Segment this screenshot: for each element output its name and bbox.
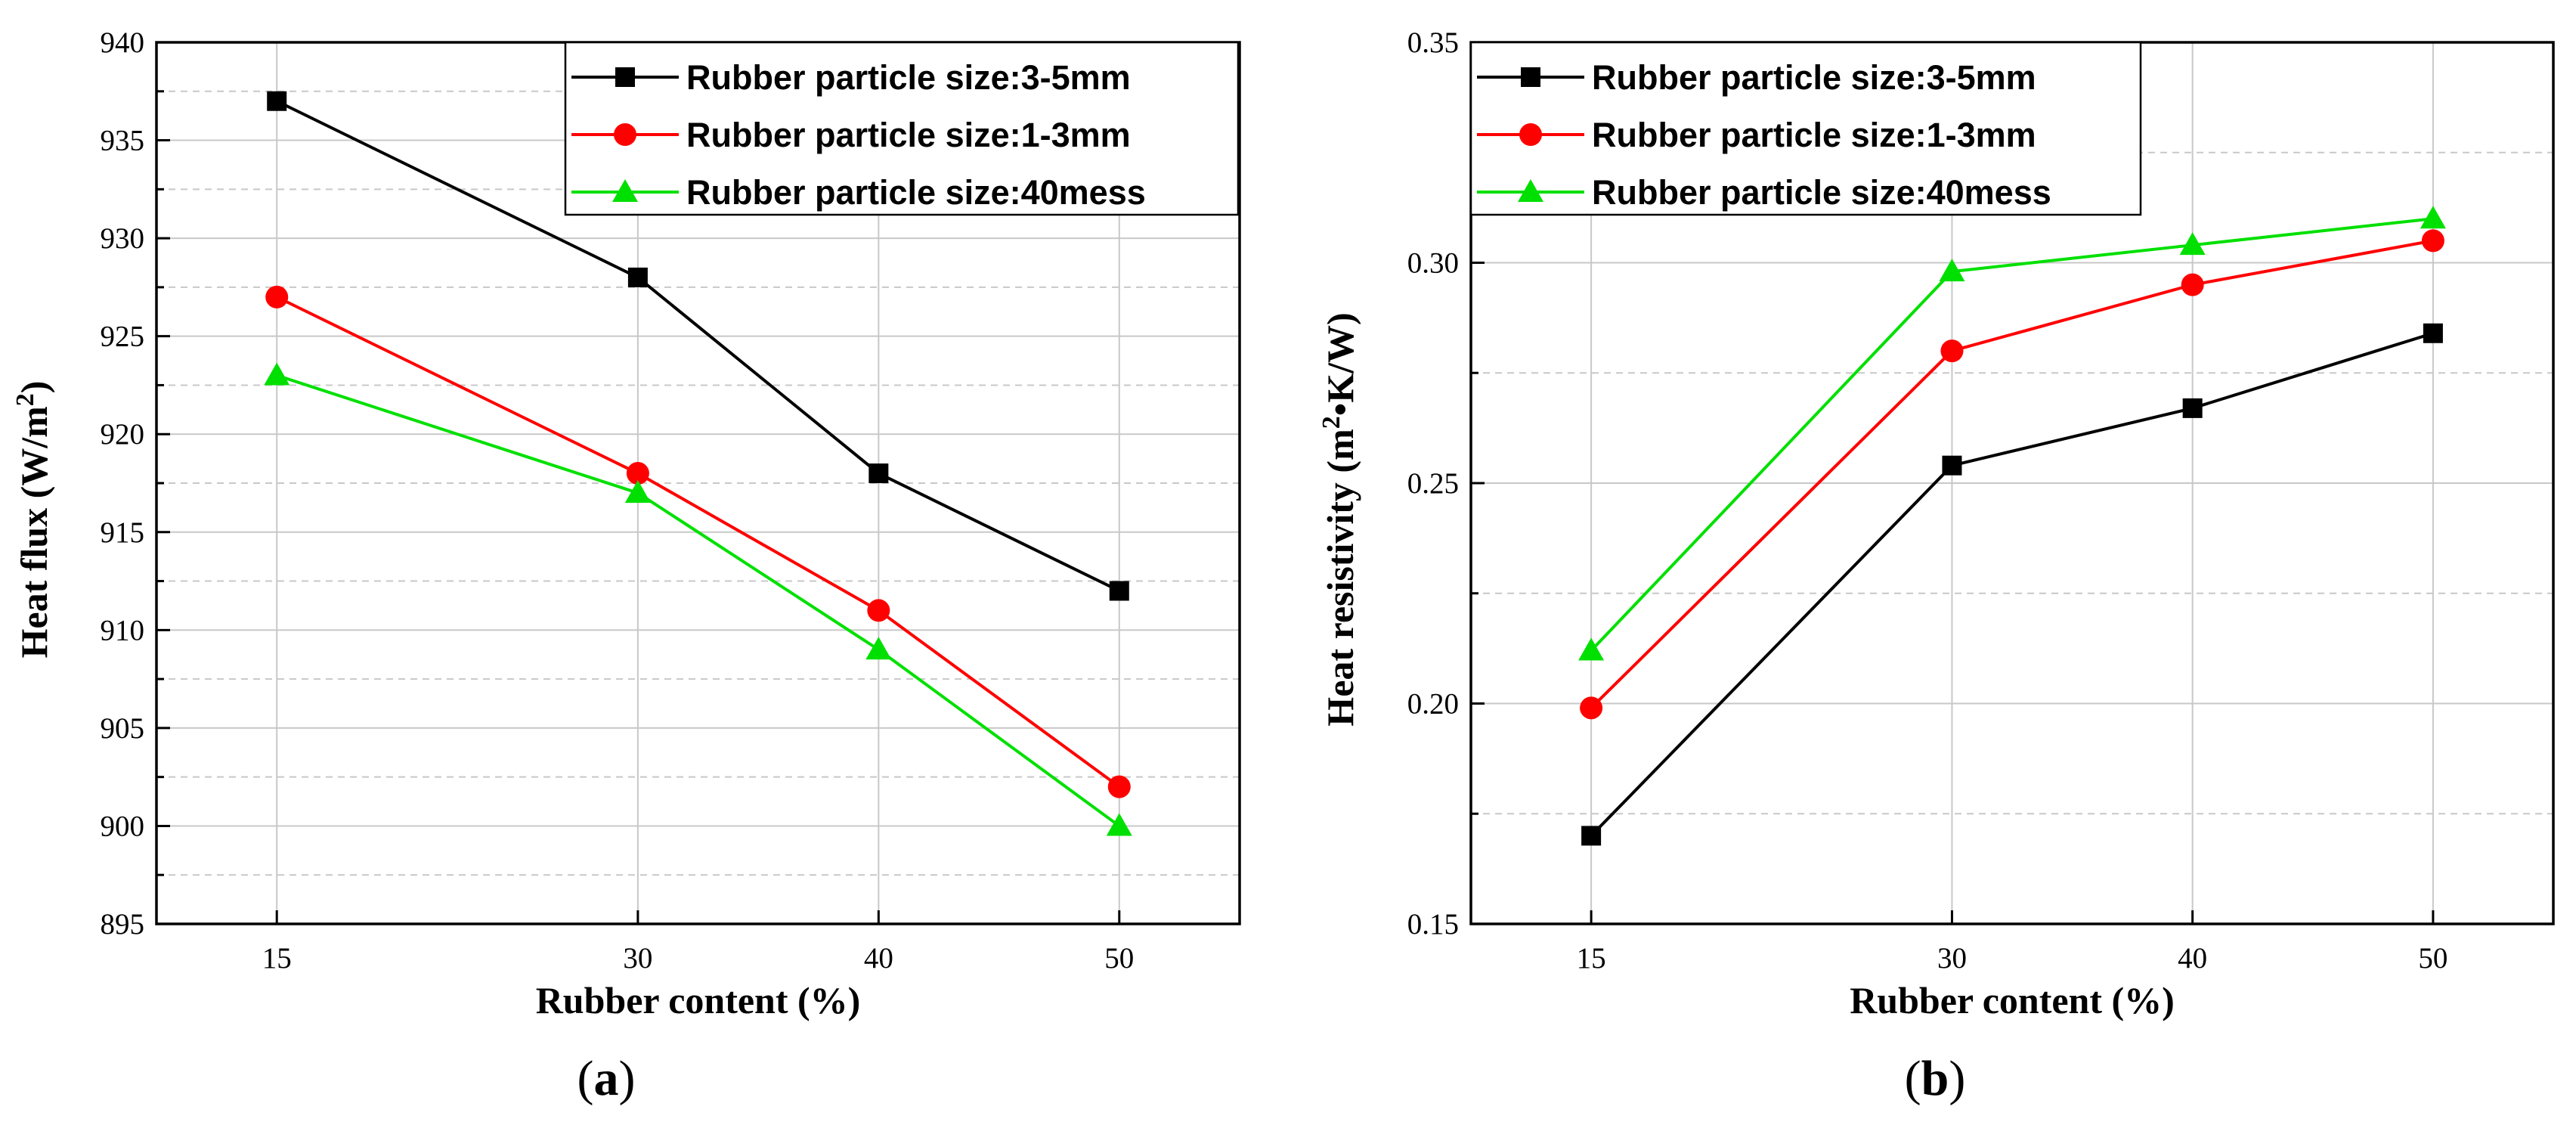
- y-tick-label: 895: [101, 908, 145, 941]
- caption-close-paren: ): [619, 1051, 636, 1106]
- data-point: [1940, 339, 1964, 363]
- data-point: [2182, 398, 2203, 418]
- x-tick-label: 30: [623, 942, 652, 975]
- x-tick-label: 15: [1577, 942, 1606, 975]
- y-tick-label: 935: [101, 125, 145, 157]
- series-line: [276, 99, 1120, 593]
- series-line: [276, 373, 1120, 828]
- x-tick-label: 15: [262, 942, 292, 975]
- caption-open-paren: (: [1905, 1051, 1921, 1106]
- data-point: [2420, 206, 2446, 229]
- data-point: [1578, 637, 1605, 661]
- y-tick-label: 0.35: [1407, 26, 1459, 59]
- series-line: [1590, 239, 2434, 709]
- y-axis-title-superscript: 2: [11, 393, 39, 406]
- y-tick-label: 910: [101, 614, 145, 646]
- y-axis-title: Heat flux (W/m2): [11, 381, 56, 659]
- legend-box: [1469, 41, 2142, 216]
- legend-label: Rubber particle size:3-5mm: [1592, 58, 2036, 97]
- y-tick-label: 0.20: [1407, 688, 1459, 721]
- data-point: [265, 285, 289, 308]
- data-point: [1109, 581, 1129, 601]
- y-tick-label: 0.15: [1407, 908, 1459, 941]
- series-2: [265, 285, 1131, 798]
- y-tick-label: 900: [101, 810, 145, 842]
- series-line: [276, 296, 1120, 789]
- x-tick-label: 50: [1104, 942, 1134, 975]
- y-tick-label: 940: [101, 26, 145, 59]
- y-axis-title-main: Heat resistivity (m: [1319, 429, 1361, 726]
- data-point: [264, 362, 290, 386]
- data-point: [1581, 826, 1602, 846]
- data-point: [867, 599, 890, 622]
- data-point: [2179, 232, 2206, 256]
- y-axis-title-main: Heat flux (W/m: [13, 406, 55, 658]
- data-point: [2423, 323, 2443, 343]
- x-tick-label: 50: [2418, 942, 2448, 975]
- series-line: [1590, 217, 2434, 652]
- series-line: [1590, 331, 2434, 837]
- data-point: [1939, 259, 1965, 282]
- y-tick-label: 0.25: [1407, 467, 1459, 500]
- series-2: [1580, 229, 2444, 720]
- legend-marker: [612, 179, 638, 202]
- panel-caption: (a): [577, 1051, 636, 1106]
- chart-panel-a: 895 900 905 910 915 920 925 930 935 940 15 30 40 50 Ru…: [11, 26, 1241, 1106]
- data-point: [1580, 696, 1603, 720]
- series-3: [264, 362, 1132, 836]
- data-point: [1107, 775, 1131, 798]
- legend-label: Rubber particle size:1-3mm: [686, 116, 1131, 154]
- panel-caption: (b): [1905, 1051, 1966, 1106]
- data-point: [1942, 455, 1962, 476]
- x-tick-label: 40: [864, 942, 893, 975]
- legend-marker: [1518, 179, 1543, 202]
- legend: Rubber particle size:3-5mm Rubber particl…: [564, 41, 1240, 216]
- y-axis-title-tail: ): [13, 381, 55, 394]
- data-point: [627, 267, 648, 287]
- y-tick-label: 925: [101, 321, 145, 353]
- x-tick-label: 30: [1937, 942, 1967, 975]
- data-point: [868, 463, 889, 484]
- series-1: [267, 91, 1129, 601]
- data-point: [2181, 273, 2204, 296]
- caption-letter: a: [594, 1051, 619, 1106]
- legend-marker: [615, 67, 635, 87]
- legend-marker: [614, 123, 636, 146]
- y-tick-label: 930: [101, 222, 145, 255]
- caption-open-paren: (: [577, 1051, 594, 1106]
- caption-close-paren: ): [1949, 1051, 1965, 1106]
- y-tick-label: 920: [101, 418, 145, 451]
- data-point: [2421, 229, 2444, 253]
- legend-label: Rubber particle size:1-3mm: [1592, 116, 2036, 154]
- data-point: [865, 637, 892, 660]
- series-1: [1581, 323, 2443, 846]
- x-tick-label: 40: [2178, 942, 2207, 975]
- y-axis-title-superscript: 2: [1317, 416, 1345, 429]
- y-tick-label: 915: [101, 516, 145, 549]
- data-point: [626, 462, 649, 485]
- y-tick-label: 905: [101, 712, 145, 745]
- x-axis-title: Rubber content (%): [1850, 979, 2175, 1021]
- legend-marker: [1521, 67, 1540, 87]
- legend: Rubber particle size:3-5mm Rubber particl…: [1469, 41, 2142, 216]
- legend-label: Rubber particle size:40mess: [1592, 173, 2051, 212]
- data-point: [267, 91, 287, 111]
- legend-box: [564, 41, 1240, 216]
- x-axis-title: Rubber content (%): [536, 979, 861, 1021]
- legend-marker: [1519, 123, 1542, 146]
- chart-panel-b: 0.15 0.20 0.25 0.30 0.35 15 30 40 50 Rubber conte…: [1317, 26, 2555, 1106]
- legend-label: Rubber particle size:3-5mm: [686, 58, 1131, 97]
- y-axis-title: Heat resistivity (m2•K/W): [1317, 312, 1362, 726]
- y-axis-title-tail: •K/W): [1319, 312, 1361, 416]
- legend-label: Rubber particle size:40mess: [686, 173, 1146, 212]
- data-point: [624, 479, 651, 503]
- y-tick-label: 0.30: [1407, 247, 1459, 280]
- data-point: [1106, 813, 1132, 836]
- series-3: [1578, 206, 2446, 661]
- caption-letter: b: [1921, 1051, 1949, 1106]
